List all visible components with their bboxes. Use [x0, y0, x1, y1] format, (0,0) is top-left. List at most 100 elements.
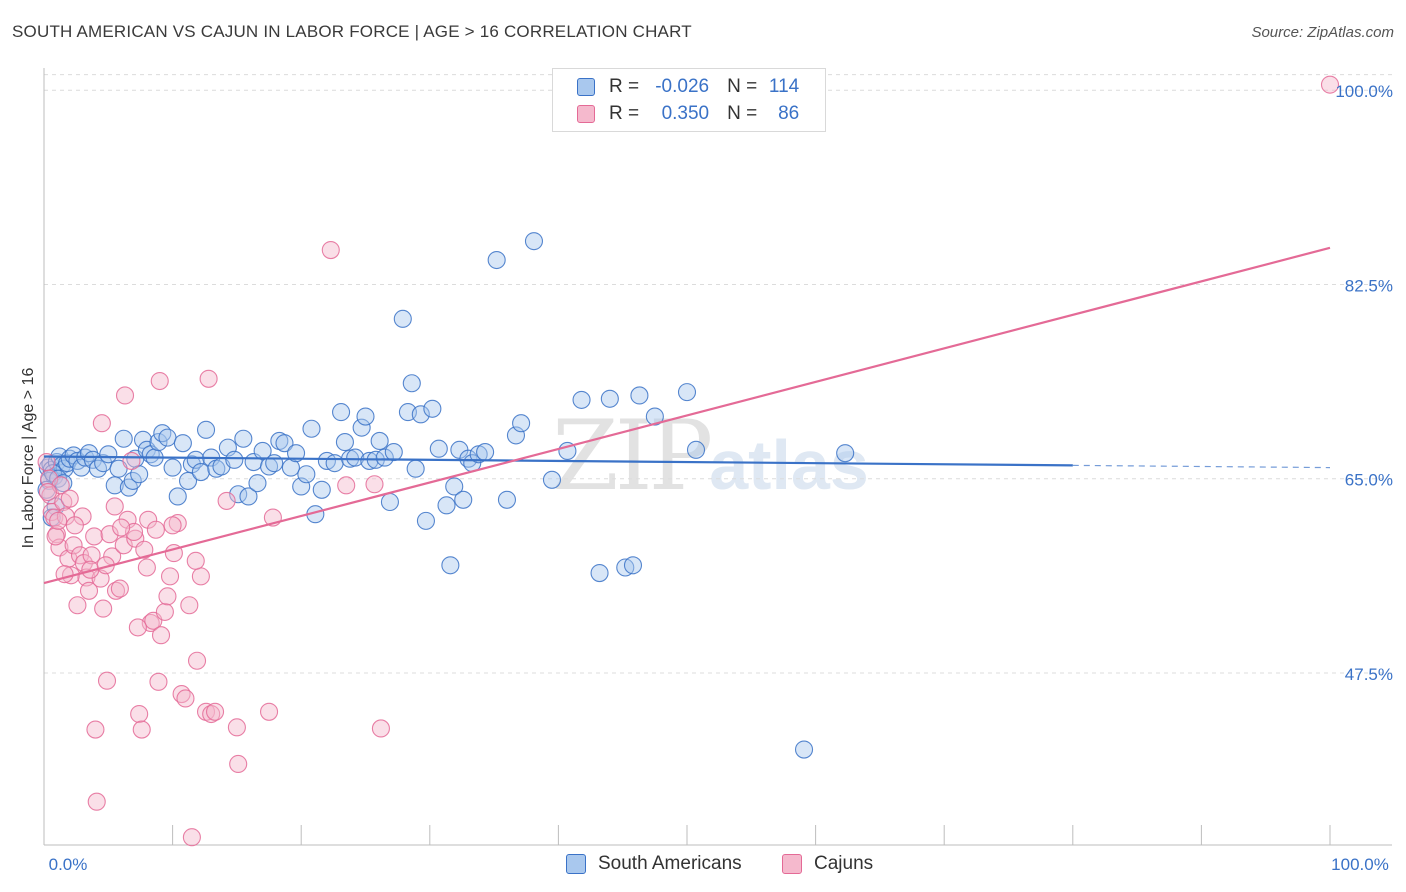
south-americans-point	[375, 448, 394, 467]
cajuns-point	[365, 475, 384, 494]
legend-label: South Americans	[598, 853, 742, 874]
south-americans-point	[239, 487, 258, 506]
cajuns-point	[100, 525, 119, 544]
grid-layer	[44, 74, 1392, 674]
south-americans-legend-icon	[566, 854, 586, 874]
cajuns-point	[49, 511, 68, 530]
south-americans-point	[352, 418, 371, 437]
south-americans-point	[411, 405, 430, 424]
r-label: R =	[609, 103, 640, 124]
south-americans-trendline	[43, 455, 1073, 467]
cajuns-point	[65, 516, 84, 535]
cajuns-point	[68, 596, 87, 615]
cajuns-point	[205, 702, 225, 721]
cajuns-point	[85, 527, 104, 546]
chart-title: SOUTH AMERICAN VS CAJUN IN LABOR FORCE |…	[12, 22, 692, 41]
cajuns-point	[182, 828, 201, 847]
y-axis-label: In Labor Force | Age > 16	[20, 367, 37, 549]
south-americans-point	[54, 474, 73, 493]
cajuns-point	[115, 386, 135, 405]
south-americans-trendline-extension	[1072, 464, 1331, 469]
south-americans-point	[225, 450, 244, 469]
south-americans-point	[275, 434, 294, 453]
cajuns-point	[149, 672, 168, 691]
cajuns-point	[130, 704, 149, 724]
south-americans-point	[542, 470, 562, 489]
legend-row-south-americans: R = -0.026 N = 114	[577, 75, 799, 99]
south-americans-point	[325, 454, 344, 473]
cajuns-point	[191, 567, 210, 586]
cajuns-point	[46, 527, 65, 546]
cajuns-point	[150, 371, 169, 391]
south-americans-point	[380, 492, 399, 512]
cajuns-point	[371, 719, 390, 738]
south-americans-point	[297, 465, 316, 484]
cajuns-point	[79, 581, 99, 600]
south-americans-point	[196, 420, 216, 439]
cajuns-point	[87, 792, 106, 811]
cajuns-point	[229, 754, 248, 774]
south-americans-point	[487, 250, 506, 270]
south-americans-point	[416, 511, 435, 530]
cajuns-point	[337, 476, 356, 495]
cajuns-point	[160, 567, 180, 586]
south-americans-point	[686, 440, 706, 459]
cajuns-point	[110, 579, 129, 598]
south-americans-point	[163, 458, 182, 477]
cajuns-point	[97, 671, 117, 690]
south-americans-point	[497, 490, 517, 509]
south-americans-point	[346, 448, 365, 467]
south-americans-point	[454, 490, 473, 509]
south-americans-point	[384, 443, 403, 462]
south-americans-point	[332, 403, 351, 422]
legend-item-cajuns[interactable]: Cajuns	[782, 851, 873, 877]
legend-label: Cajuns	[814, 853, 874, 874]
cajuns-point	[112, 518, 131, 537]
south-americans-point	[312, 480, 331, 499]
south-americans-point	[590, 563, 609, 583]
trend-layer	[43, 246, 1331, 585]
y-tick-label: 47.5%	[1345, 665, 1393, 684]
r-label: R =	[609, 76, 640, 97]
legend-item-south-americans[interactable]: South Americans	[566, 851, 742, 877]
y-tick-label: 65.0%	[1345, 471, 1393, 490]
cajuns-point	[1320, 75, 1340, 94]
n-label: N =	[727, 76, 758, 97]
south-americans-point	[370, 431, 389, 451]
cajuns-point	[187, 651, 207, 670]
axis-layer	[43, 68, 1392, 846]
south-americans-point	[677, 383, 697, 402]
cajuns-point	[227, 718, 246, 737]
cajuns-point	[158, 587, 177, 606]
south-americans-point	[476, 443, 495, 462]
cajuns-point	[114, 536, 133, 555]
south-americans-point	[158, 428, 177, 447]
cajuns-point	[91, 569, 110, 588]
n-label: N =	[727, 103, 758, 124]
south-americans-point	[335, 433, 354, 452]
south-americans-point	[234, 429, 253, 448]
south-americans-point	[836, 444, 855, 463]
cajuns-point	[186, 551, 205, 570]
south-americans-point	[437, 496, 456, 515]
south-americans-point	[600, 389, 619, 408]
cajuns-point	[137, 558, 156, 577]
south-americans-point	[114, 429, 133, 448]
cajuns-point	[94, 599, 113, 618]
cajuns-point	[151, 626, 171, 645]
south-americans-point	[248, 474, 267, 493]
cajuns-point	[38, 482, 57, 502]
south-americans-point	[406, 459, 425, 478]
south-americans-point	[287, 444, 306, 463]
south-americans-point	[173, 434, 192, 453]
south-americans-point	[356, 407, 375, 426]
cajuns-point	[217, 491, 236, 510]
points-layer	[37, 75, 1340, 847]
cajuns-point	[180, 596, 199, 615]
south-americans-point	[88, 459, 108, 478]
r-value: -0.026	[655, 76, 710, 97]
cajuns-point	[86, 720, 105, 739]
cajuns-point	[155, 602, 174, 621]
cajuns-point	[60, 489, 79, 508]
